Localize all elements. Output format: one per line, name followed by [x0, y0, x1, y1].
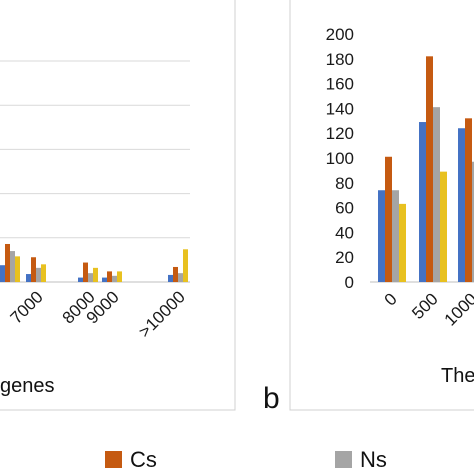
right-bar: [378, 190, 385, 282]
legend-swatch: [105, 451, 122, 468]
left-bar: [183, 249, 188, 282]
left-bar: [168, 274, 173, 282]
legend-label: Cs: [130, 447, 157, 472]
right-x-tick-label: 500: [408, 289, 441, 322]
right-y-tick-label: 200: [326, 25, 354, 44]
left-bar: [15, 256, 20, 282]
right-bar: [392, 190, 399, 282]
panel-letter: b: [263, 382, 280, 415]
left-chart-border: [0, 0, 236, 411]
right-bar: [458, 128, 465, 282]
right-bar: [465, 118, 472, 282]
right-bar: [399, 203, 406, 282]
left-bar: [78, 277, 83, 282]
left-bars: [0, 243, 188, 282]
right-bar: [440, 171, 447, 282]
left-bar: [36, 267, 41, 282]
right-x-tick-label: 1000: [441, 289, 474, 329]
right-bars: [378, 56, 474, 282]
right-bar: [419, 122, 426, 282]
left-gridlines: [0, 60, 190, 239]
left-bar: [178, 273, 183, 282]
left-bar: [41, 264, 46, 282]
right-x-tick-label: 0: [381, 289, 401, 309]
legend-label: Ns: [360, 447, 387, 472]
left-bar: [112, 275, 117, 282]
left-bar: [10, 251, 15, 282]
right-y-tick-label: 0: [345, 273, 354, 292]
right-y-tick-label: 20: [335, 248, 354, 267]
right-y-tick-label: 60: [335, 199, 354, 218]
left-bar: [31, 257, 36, 282]
left-x-axis-title: genes: [0, 375, 55, 397]
left-bar: [26, 274, 31, 282]
legend: Cs Ns: [105, 447, 387, 472]
left-x-tick-label: 7000: [7, 287, 47, 327]
left-bar: [107, 271, 112, 282]
right-y-tick-label: 180: [326, 50, 354, 69]
right-y-ticks: 0 20 40 60 80 100 120 140 160 180 200: [326, 25, 354, 292]
right-bar: [433, 107, 440, 282]
right-y-tick-label: 120: [326, 124, 354, 143]
right-y-tick-label: 80: [335, 174, 354, 193]
right-y-tick-label: 160: [326, 75, 354, 94]
left-x-tick-label: >10000: [135, 287, 189, 341]
right-bar: [426, 56, 433, 282]
left-bar: [83, 262, 88, 282]
right-bar: [385, 156, 392, 282]
right-y-tick-label: 140: [326, 99, 354, 118]
right-y-tick-label: 40: [335, 223, 354, 242]
right-chart-border: [289, 0, 474, 411]
right-x-axis-title: The: [441, 365, 474, 387]
left-bar: [0, 265, 5, 282]
left-bar: [117, 271, 122, 282]
left-bar: [88, 273, 93, 282]
left-bar: [173, 266, 178, 282]
legend-swatch: [335, 451, 352, 468]
left-bar: [93, 267, 98, 282]
left-bar: [102, 277, 107, 282]
right-y-tick-label: 100: [326, 149, 354, 168]
left-bar: [5, 243, 10, 282]
right-bar: [472, 161, 474, 282]
